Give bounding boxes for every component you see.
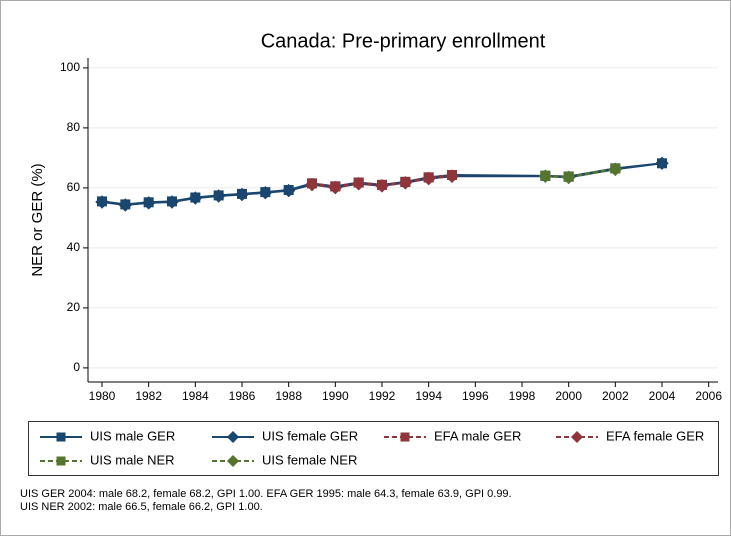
marker bbox=[165, 195, 179, 209]
x-tick-label: 1988 bbox=[275, 389, 302, 403]
x-tick-label: 2002 bbox=[602, 389, 629, 403]
legend-marker bbox=[56, 432, 66, 442]
x-tick-label: 2006 bbox=[695, 389, 722, 403]
legend-label: UIS female NER bbox=[262, 452, 357, 467]
y-tick-label: 100 bbox=[60, 60, 80, 74]
y-tick-label: 20 bbox=[67, 300, 81, 314]
legend-marker bbox=[227, 431, 239, 443]
marker bbox=[561, 170, 576, 185]
y-tick-label: 80 bbox=[67, 120, 81, 134]
x-tick-label: 1990 bbox=[322, 389, 349, 403]
x-tick-label: 1980 bbox=[89, 389, 116, 403]
marker bbox=[95, 195, 109, 209]
x-tick-label: 1984 bbox=[182, 389, 209, 403]
marker bbox=[538, 169, 553, 183]
x-tick-label: 1996 bbox=[462, 389, 489, 403]
legend-label: UIS female GER bbox=[262, 428, 358, 443]
marker bbox=[188, 191, 203, 205]
legend-label: UIS male GER bbox=[90, 428, 175, 443]
legend-marker bbox=[227, 455, 239, 467]
note: UIS NER 2002: male 66.5, female 66.2, GP… bbox=[20, 501, 263, 513]
x-tick-label: 1998 bbox=[509, 389, 536, 403]
marker bbox=[211, 189, 226, 203]
legend-box bbox=[28, 421, 719, 476]
y-tick-label: 0 bbox=[73, 360, 80, 374]
marker bbox=[445, 169, 459, 183]
marker bbox=[655, 156, 669, 171]
marker bbox=[118, 198, 133, 212]
y-tick-label: 60 bbox=[67, 180, 81, 194]
legend-marker bbox=[571, 431, 583, 443]
legend-label: EFA female GER bbox=[606, 428, 704, 443]
x-tick-label: 1992 bbox=[369, 389, 396, 403]
legend-marker bbox=[56, 456, 66, 466]
marker bbox=[398, 176, 413, 190]
marker bbox=[351, 176, 366, 191]
x-tick-label: 1994 bbox=[415, 389, 442, 403]
marker bbox=[141, 196, 156, 210]
x-tick-label: 2004 bbox=[649, 389, 676, 403]
marker bbox=[328, 180, 343, 195]
note: UIS GER 2004: male 68.2, female 68.2, GP… bbox=[20, 488, 512, 500]
marker bbox=[375, 179, 389, 193]
marker bbox=[235, 187, 249, 202]
x-tick-label: 2000 bbox=[555, 389, 582, 403]
marker bbox=[421, 171, 436, 186]
marker bbox=[281, 183, 296, 198]
legend-label: UIS male NER bbox=[90, 452, 175, 467]
legend-marker bbox=[400, 432, 410, 442]
y-axis-label: NER or GER (%) bbox=[29, 163, 46, 276]
marker bbox=[305, 177, 319, 192]
x-tick-label: 1982 bbox=[135, 389, 162, 403]
x-tick-label: 1986 bbox=[229, 389, 256, 403]
y-tick-label: 40 bbox=[67, 240, 81, 254]
legend-label: EFA male GER bbox=[434, 428, 521, 443]
chart-title: Canada: Pre-primary enrollment bbox=[261, 30, 546, 52]
marker bbox=[258, 185, 273, 200]
marker bbox=[608, 162, 623, 177]
